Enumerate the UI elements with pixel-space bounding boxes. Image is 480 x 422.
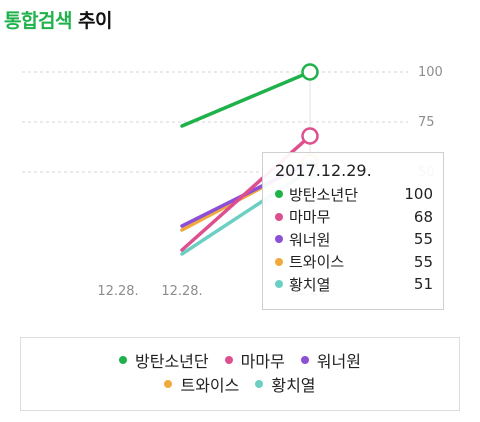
legend-item[interactable]: 방탄소년단 — [119, 348, 209, 372]
tooltip-row: 황치열 51 — [275, 273, 433, 296]
legend-label: 황치열 — [271, 376, 316, 395]
x-tick-label: 12.28. — [161, 284, 202, 299]
tooltip-series-name: 방탄소년단 — [289, 185, 359, 204]
title-rest: 추이 — [78, 10, 113, 32]
series-dot-icon — [275, 235, 283, 244]
tooltip-series-value: 68 — [413, 207, 433, 226]
legend-row: 트와이스 황치열 — [21, 373, 459, 395]
chart-legend: 방탄소년단 마마무 워너원 트와이스 황치열 — [20, 337, 460, 411]
tooltip-row: 트와이스 55 — [275, 251, 433, 274]
chart-title: 통합검색 추이 — [4, 6, 113, 33]
tooltip-date: 2017.12.29. — [275, 161, 372, 180]
hover-point — [301, 127, 319, 145]
tooltip-series-name: 워너원 — [289, 230, 331, 249]
tooltip-series-name: 트와이스 — [289, 253, 345, 272]
tooltip-rows: 방탄소년단 100 마마무 68 워너원 55 트와이스 55 황치열 51 — [275, 183, 433, 296]
tooltip-series-name: 마마무 — [289, 208, 331, 227]
hover-point — [301, 63, 319, 81]
legend-row: 방탄소년단 마마무 워너원 — [21, 349, 459, 371]
legend-label: 워너원 — [316, 352, 361, 371]
legend-item[interactable]: 황치열 — [255, 372, 316, 396]
legend-item[interactable]: 트와이스 — [164, 372, 239, 396]
title-highlight: 통합검색 — [4, 10, 72, 32]
series-line — [180, 70, 312, 128]
legend-dot-icon — [300, 356, 309, 364]
legend-dot-icon — [119, 356, 128, 364]
legend-dot-icon — [164, 380, 173, 388]
series-dot-icon — [275, 212, 283, 221]
data-tooltip: 2017.12.29. 방탄소년단 100 마마무 68 워너원 55 트와이스 55 황치열 5… — [262, 152, 444, 310]
legend-label: 마마무 — [240, 352, 285, 371]
legend-dot-icon — [224, 356, 233, 364]
legend-item[interactable]: 워너원 — [300, 348, 361, 372]
tooltip-row: 마마무 68 — [275, 206, 433, 229]
legend-dot-icon — [255, 380, 264, 388]
tooltip-row: 워너원 55 — [275, 228, 433, 251]
series-dot-icon — [275, 257, 283, 266]
series-dot-icon — [275, 190, 283, 199]
series-dot-icon — [275, 280, 283, 289]
tooltip-row: 방탄소년단 100 — [275, 183, 433, 206]
legend-label: 방탄소년단 — [135, 352, 209, 371]
tooltip-series-value: 100 — [404, 185, 433, 204]
x-tick-label: 12.28. — [97, 284, 138, 299]
y-tick-label: 100 — [418, 65, 443, 80]
y-tick-label: 75 — [418, 115, 435, 130]
tooltip-series-value: 51 — [413, 275, 433, 294]
legend-label: 트와이스 — [180, 376, 240, 395]
tooltip-series-value: 55 — [413, 230, 433, 249]
tooltip-series-name: 황치열 — [289, 275, 331, 294]
legend-item[interactable]: 마마무 — [224, 348, 285, 372]
tooltip-series-value: 55 — [413, 252, 433, 271]
